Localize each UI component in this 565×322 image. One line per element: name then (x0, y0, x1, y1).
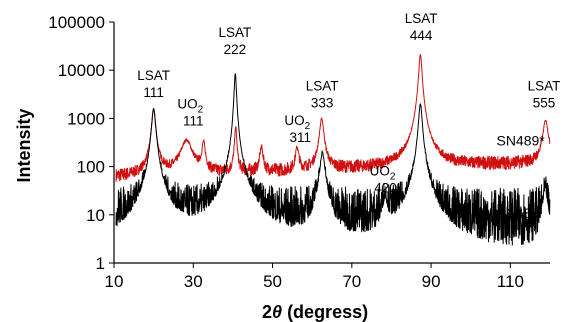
x-tick-label: 70 (342, 272, 361, 291)
annotation-index: 222 (224, 42, 247, 57)
annotation-label: UO2 (284, 113, 310, 132)
y-tick-label: 100000 (48, 13, 105, 32)
annotations-layer: SN489*SN489LSAT111UO2111LSAT222UO2311LSA… (137, 11, 560, 221)
y-tick-label: 10000 (58, 61, 105, 80)
x-tick-label: 110 (497, 272, 524, 291)
peak-annotation: LSAT 111 (137, 68, 170, 100)
annotation-label: LSAT (405, 11, 438, 26)
y-tick-label: 1 (96, 254, 105, 273)
y-tick-label: 10 (86, 206, 105, 225)
x-tick-label: 90 (422, 272, 441, 291)
y-tick-label: 100 (77, 158, 105, 177)
series-layer (115, 54, 551, 246)
x-tick-label: 10 (105, 272, 124, 291)
series-line-sn489 (115, 54, 551, 182)
y-tick-label: 1000 (67, 109, 105, 128)
series-line-sn489 (115, 73, 551, 246)
annotation-index: 111 (143, 85, 164, 100)
annotation-label: LSAT (306, 78, 339, 93)
peak-annotation: LSAT 555 (528, 78, 561, 110)
x-tick-label: 50 (263, 272, 282, 291)
annotation-index: 311 (290, 130, 312, 145)
annotation-index: 555 (533, 95, 556, 110)
annotation-index: 111 (183, 113, 204, 128)
annotation-label: UO2 (177, 96, 203, 115)
peak-annotation: LSAT 333 (306, 78, 339, 110)
annotation-label: LSAT (219, 25, 252, 40)
annotation-index: 420 (374, 180, 397, 195)
x-axis-title: 2θ (degress) (262, 302, 368, 322)
annotation-index: 444 (410, 28, 433, 43)
y-axis-title: Intensity (14, 108, 34, 182)
axes-layer (113, 22, 550, 264)
peak-annotation: LSAT 222 (219, 25, 252, 57)
annotation-label: UO2 (370, 163, 396, 182)
x-tick-label: 30 (184, 272, 203, 291)
peak-annotation: LSAT 444 (405, 11, 438, 43)
series-label: SN489 (496, 205, 539, 221)
annotation-label: LSAT (528, 78, 561, 93)
annotation-index: 333 (311, 95, 334, 110)
series-label: SN489* (496, 132, 545, 148)
annotation-label: LSAT (137, 68, 170, 83)
